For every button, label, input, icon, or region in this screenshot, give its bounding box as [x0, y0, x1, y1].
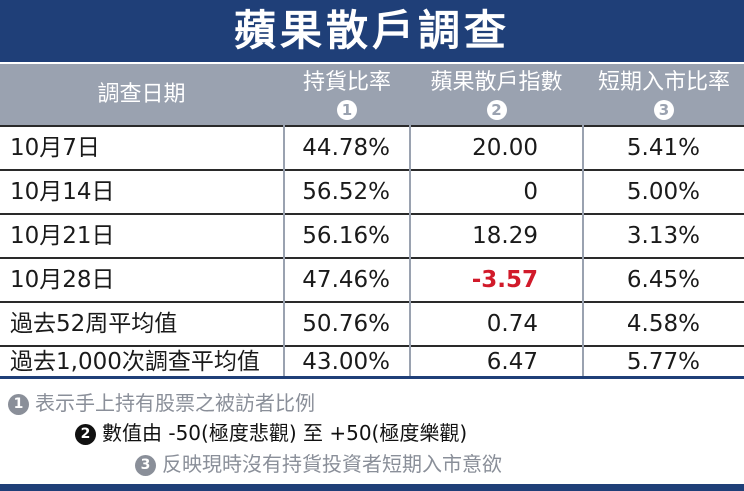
row-holding-ratio: 50.76% — [302, 311, 390, 337]
table-row: 10月21日 56.16% 18.29 3.13% — [0, 215, 744, 257]
row-retail-index: 0.74 — [486, 311, 538, 337]
row-holding-ratio: 43.00% — [302, 349, 390, 375]
table-header — [0, 64, 744, 125]
footnote-1-icon: 1 — [8, 394, 29, 415]
row-divider — [0, 213, 744, 215]
row-divider — [0, 345, 744, 347]
column-divider — [582, 64, 584, 376]
row-short-term-ratio: 5.00% — [626, 179, 700, 205]
row-retail-index: 18.29 — [472, 223, 538, 249]
page-title: 蘋果散戶調查 — [233, 6, 510, 55]
footnote-1-text: 表示手上持有股票之被訪者比例 — [35, 391, 315, 415]
row-divider — [0, 257, 744, 259]
row-date: 10月21日 — [10, 223, 115, 249]
header-retail-index: 蘋果散戶指數 2 — [411, 64, 582, 125]
title-bar — [0, 0, 744, 62]
header-retail-index-label: 蘋果散戶指數 — [430, 70, 563, 95]
table-bottom-border — [0, 376, 744, 379]
table-row: 10月14日 56.52% 0 5.00% — [0, 171, 744, 213]
footnote-3-badge-icon: 3 — [654, 100, 674, 120]
row-date: 過去1,000次調查平均值 — [10, 349, 260, 375]
bottom-bar — [0, 484, 744, 491]
row-retail-index: 20.00 — [472, 135, 538, 161]
row-holding-ratio: 44.78% — [302, 135, 390, 161]
row-holding-ratio: 47.46% — [302, 267, 390, 293]
footnote-3-text: 反映現時沒有持貨投資者短期入市意欲 — [162, 452, 502, 476]
row-date: 10月28日 — [10, 267, 115, 293]
row-short-term-ratio: 3.13% — [626, 223, 700, 249]
footnote-1-badge-icon: 1 — [337, 100, 357, 120]
row-short-term-ratio: 4.58% — [626, 311, 700, 337]
table-row: 過去1,000次調查平均值 43.00% 6.47 5.77% — [0, 347, 744, 376]
footnote-2-icon: 2 — [75, 424, 96, 445]
row-divider — [0, 125, 744, 127]
row-short-term-ratio: 5.41% — [626, 135, 700, 161]
row-retail-index: 6.47 — [486, 349, 538, 375]
footnote-3: 3 反映現時沒有持貨投資者短期入市意欲 — [135, 451, 502, 477]
header-short-term-ratio-label: 短期入市比率 — [597, 70, 730, 95]
row-retail-index-negative: -3.57 — [471, 267, 538, 293]
row-divider — [0, 169, 744, 171]
column-divider — [283, 64, 285, 376]
row-date: 10月7日 — [10, 135, 100, 161]
column-divider — [409, 64, 411, 376]
header-holding-ratio: 持貨比率 1 — [285, 64, 409, 125]
row-short-term-ratio: 5.77% — [626, 349, 700, 375]
table-row: 10月28日 47.46% -3.57 6.45% — [0, 259, 744, 301]
row-date: 10月14日 — [10, 179, 115, 205]
row-retail-index: 0 — [523, 179, 538, 205]
row-holding-ratio: 56.16% — [302, 223, 390, 249]
table-row: 過去52周平均值 50.76% 0.74 4.58% — [0, 303, 744, 345]
footnote-1: 1 表示手上持有股票之被訪者比例 — [8, 390, 315, 416]
row-holding-ratio: 56.52% — [302, 179, 390, 205]
row-date: 過去52周平均值 — [10, 311, 178, 337]
row-divider — [0, 301, 744, 303]
footnote-2: 2 數值由 -50(極度悲觀) 至 +50(極度樂觀) — [75, 420, 467, 446]
footnote-2-text: 數值由 -50(極度悲觀) 至 +50(極度樂觀) — [102, 421, 468, 445]
header-holding-ratio-label: 持貨比率 — [302, 70, 391, 95]
footnote-2-badge-icon: 2 — [486, 100, 507, 120]
table-row: 10月7日 44.78% 20.00 5.41% — [0, 127, 744, 169]
footnote-3-icon: 3 — [135, 455, 156, 476]
header-date-label: 調查日期 — [97, 82, 186, 107]
row-short-term-ratio: 6.45% — [626, 267, 700, 293]
header-date: 調查日期 — [0, 64, 283, 125]
header-short-term-ratio: 短期入市比率 3 — [584, 64, 744, 125]
